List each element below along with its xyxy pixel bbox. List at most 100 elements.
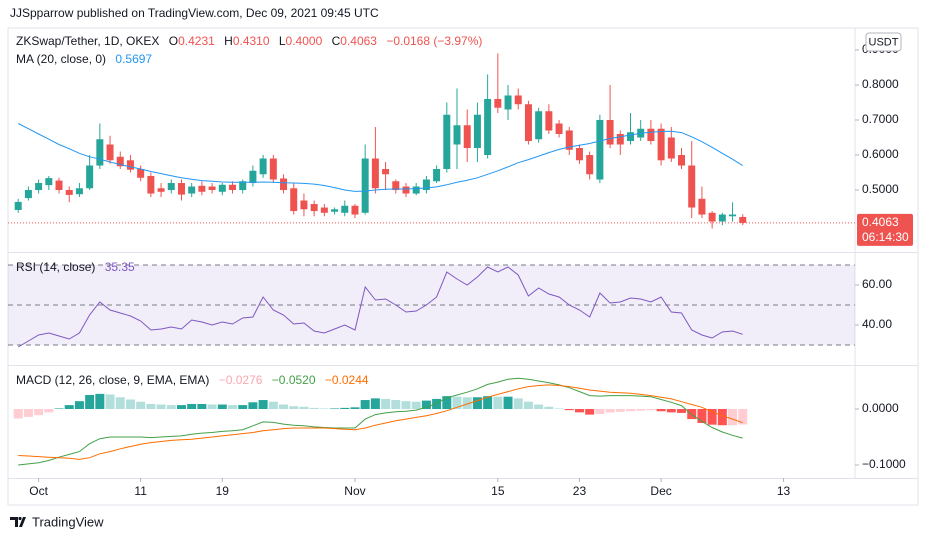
currency-box[interactable] (865, 32, 902, 52)
macd-line-value: −0.0520 (272, 373, 316, 387)
macd-histogram-bar (136, 401, 146, 410)
rsi-line (17, 266, 743, 348)
macd-histogram-bar (554, 408, 564, 410)
macd-histogram-bar (523, 401, 533, 410)
candle-body (239, 181, 247, 191)
candle-body (739, 216, 747, 223)
y-tick-label: 0.5000 (862, 182, 899, 196)
macd-histogram-bar (513, 398, 523, 410)
publish-info: JJSpparrow published on TradingView.com,… (10, 6, 379, 20)
macd-histogram-bar (503, 396, 513, 410)
legend-value: 0.4063 (340, 34, 377, 48)
legend-letter: H (224, 34, 233, 48)
legend-letter: C (332, 34, 341, 48)
macd-histogram-bar (340, 407, 350, 410)
candle-body (443, 114, 451, 170)
macd-histogram-bar (381, 398, 391, 410)
candle-body (422, 179, 430, 191)
candle-body (698, 198, 706, 215)
candle-body (14, 201, 22, 210)
macd-histogram-bar (411, 401, 421, 410)
candle-body (555, 123, 563, 134)
macd-histogram-bar (656, 409, 666, 412)
macd-histogram-bar (544, 406, 554, 410)
macd-histogram-bar (309, 407, 319, 410)
legend-value: 0.4000 (286, 34, 323, 48)
x-tick-label: Dec (650, 484, 671, 498)
macd-histogram-bar (44, 409, 54, 413)
macd-histogram-bar (319, 408, 329, 410)
candle-body (382, 169, 390, 175)
candle-body (65, 190, 73, 195)
last-price-box (857, 213, 913, 246)
candle-body (596, 119, 604, 180)
macd-legend: MACD (12, 26, close, 9, EMA, EMA) −0.027… (16, 373, 369, 387)
candle-body (361, 158, 369, 213)
candle-body (616, 133, 624, 145)
candle-body (626, 132, 634, 141)
y-tick-label: 0.6000 (862, 147, 899, 161)
candle-body (300, 200, 308, 210)
macd-histogram-bar (105, 394, 115, 410)
legend-value: 0.4310 (233, 34, 270, 48)
currency-label: USDT (869, 36, 899, 48)
candle-body (575, 148, 583, 161)
candle-body (412, 186, 420, 194)
macd-histogram-bar (217, 404, 227, 410)
ma-name: MA (20, close, 0) (16, 52, 106, 66)
candle-body (535, 111, 543, 140)
macd-histogram-bar (248, 402, 258, 410)
candle-body (341, 205, 349, 213)
y-tick-label: 0.8000 (862, 77, 899, 91)
macd-histogram-bar (166, 405, 176, 410)
macd-histogram-bar (595, 409, 605, 415)
candle-body (688, 165, 696, 208)
candle-body (137, 169, 145, 178)
macd-histogram-bar (615, 409, 625, 412)
rsi-tick-label: 60.00 (862, 277, 892, 291)
rsi-legend: RSI (14, close) 35.35 (16, 260, 135, 274)
candle-body (718, 214, 726, 222)
candle-body (45, 178, 53, 186)
macd-name: MACD (12, 26, close, 9, EMA, EMA) (16, 373, 209, 387)
candle-body (371, 158, 379, 189)
tradingview-logo: TradingView (10, 514, 104, 529)
macd-histogram-bar (146, 403, 156, 410)
macd-histogram-bar (728, 409, 738, 426)
brand: TradingView (32, 514, 104, 529)
macd-histogram-bar (738, 409, 748, 425)
legend-value: 0.4231 (178, 34, 215, 48)
legend-letter: L (279, 34, 286, 48)
macd-histogram-bar (646, 409, 656, 411)
x-tick-label: 11 (134, 484, 147, 498)
candle-body (320, 207, 328, 213)
rsi-name: RSI (14, close) (16, 260, 95, 274)
macd-histogram-bar (401, 401, 411, 410)
macd-histogram-bar (605, 409, 615, 413)
macd-histogram-bar (636, 409, 646, 411)
candle-body (351, 205, 359, 215)
candle-body (708, 212, 716, 222)
macd-histogram-bar (85, 395, 95, 410)
x-tick-label: 15 (491, 484, 505, 498)
candle-body (657, 128, 665, 161)
candle-body (259, 158, 267, 175)
macd-histogram-bar (207, 404, 217, 410)
macd-histogram-bar (574, 409, 584, 413)
candle-body (433, 169, 441, 182)
legend-letter: O (169, 34, 178, 48)
ma-legend: MA (20, close, 0) 0.5697 (16, 52, 152, 66)
macd-histogram-bar (13, 409, 23, 419)
macd-histogram-bar (197, 403, 207, 410)
x-tick-label: 19 (216, 484, 230, 498)
macd-histogram-bar (493, 396, 503, 410)
y-tick-label: 0.7000 (862, 112, 899, 126)
macd-histogram-bar (34, 409, 44, 416)
candle-body (147, 176, 155, 194)
macd-histogram-bar (95, 393, 105, 410)
macd-histogram-value: −0.0276 (219, 373, 263, 387)
signal-line (18, 384, 743, 460)
macd-histogram-bar (156, 404, 166, 410)
macd-signal-value: −0.0244 (325, 373, 369, 387)
